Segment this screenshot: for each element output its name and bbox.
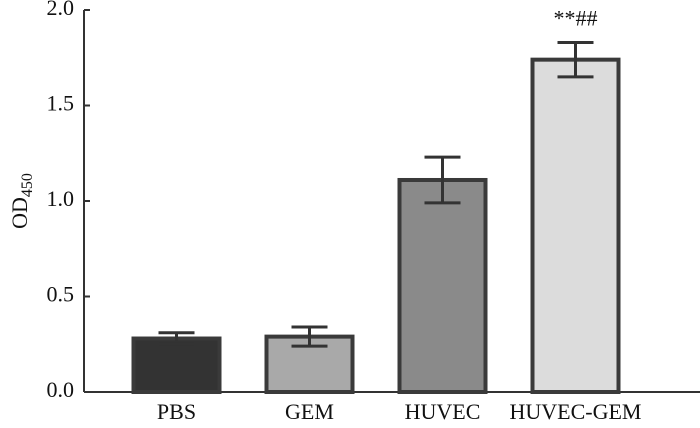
bar [530, 57, 621, 394]
y-tick-label: 0.5 [47, 282, 75, 307]
x-tick-label: HUVEC [405, 399, 481, 424]
y-tick-label: 0.0 [47, 377, 75, 402]
annotation: **## [554, 6, 598, 31]
x-tick-label: HUVEC-GEM [510, 399, 642, 424]
y-tick-label: 2.0 [47, 0, 75, 20]
bar [397, 177, 488, 394]
y-tick-label: 1.5 [47, 91, 75, 116]
x-tick-label: GEM [285, 399, 334, 424]
bar [131, 336, 222, 394]
y-tick-label: 1.0 [47, 186, 75, 211]
x-tick-label: PBS [157, 399, 196, 424]
y-axis-label: OD450 [7, 173, 36, 229]
y-label-subscript: 450 [19, 173, 36, 197]
y-label-main: OD [7, 197, 32, 229]
